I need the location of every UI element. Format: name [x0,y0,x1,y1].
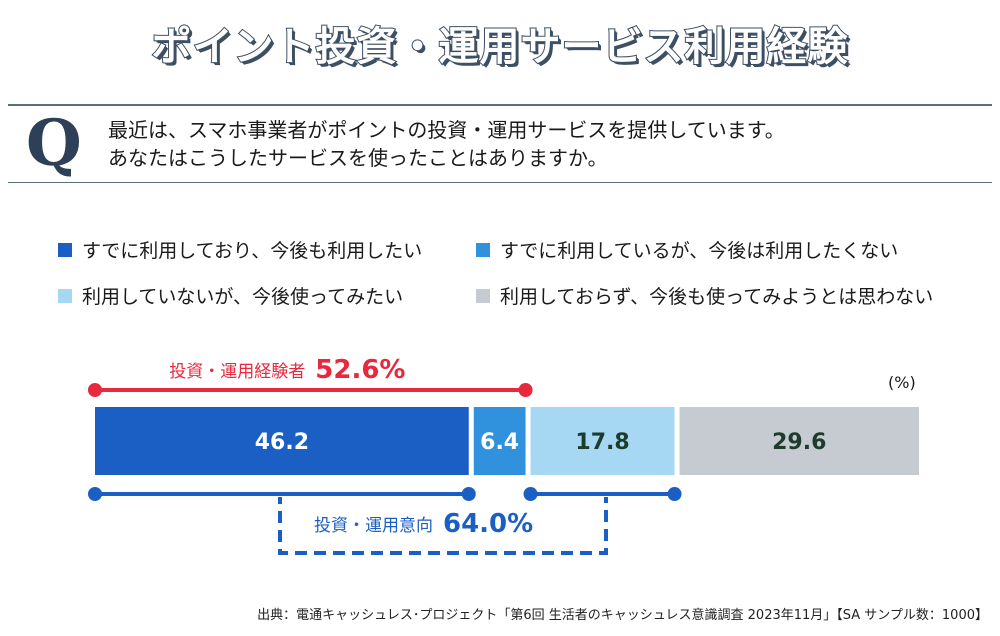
legend-item-3: 利用していないが、今後使ってみたい [58,282,403,309]
question-box: Q 最近は、スマホ事業者がポイントの投資・運用サービスを提供しています。 あなた… [8,104,992,183]
legend-label-3: 利用していないが、今後使ってみたい [82,286,404,308]
legend-swatch-2 [476,242,490,257]
legend-item-1: すでに利用しており、今後も利用したい [58,236,422,263]
bar-value-label-1: 46.2 [255,430,309,455]
intent-value: 64.0% [443,509,533,539]
intent-bracket-dot-4 [667,487,682,501]
question-line-2: あなたはこうしたサービスを使ったことはありますか。 [108,146,608,170]
source-note: 出典：電通キャッシュレス･プロジェクト「第6回 生活者のキャッシュレス意識調査 … [257,608,988,623]
page-title: ポイント投資・運用サービス利用経験 [151,23,849,71]
experience-bracket-dot-right [518,383,533,397]
legend-swatch-3 [58,288,72,303]
bar-value-label-2: 6.4 [480,430,519,455]
question-mark: Q [26,106,82,181]
legend-swatch-1 [58,242,72,257]
legend-label-4: 利用しておらず、今後も使ってみようとは思わない [500,286,934,308]
stacked-bar-chart: 投資・運用経験者 52.6% 46.2 6.4 17.8 29.6 投資・運用意向 64… [88,355,919,555]
experience-bracket-dot-left [88,383,102,397]
experience-label: 投資・運用経験者 [169,362,305,382]
legend-item-4: 利用しておらず、今後も使ってみようとは思わない [476,282,933,309]
legend-label-1: すでに利用しており、今後も利用したい [82,240,423,262]
experience-annotation: 投資・運用経験者 52.6% [88,355,533,397]
question-line-1: 最近は、スマホ事業者がポイントの投資・運用サービスを提供しています。 [108,118,785,142]
question-text: 最近は、スマホ事業者がポイントの投資・運用サービスを提供しています。 あなたはこ… [108,116,785,172]
legend-label-2: すでに利用しているが、今後は利用したくない [500,240,899,262]
legend-item-2: すでに利用しているが、今後は利用したくない [476,236,898,263]
intent-bracket-dot-3 [523,487,538,501]
bar-value-label-4: 29.6 [772,430,826,455]
bar-segment-1 [95,407,469,475]
experience-value: 52.6% [315,355,405,385]
legend-swatch-4 [476,288,490,303]
bar-segment-2 [473,407,526,475]
unit-label: (%) [888,373,916,392]
intent-annotation: 投資・運用意向 64.0% [88,487,682,555]
bar-value-label-3: 17.8 [575,430,629,455]
intent-bracket-dot-1 [88,487,102,501]
bar-segment-3 [530,407,675,475]
intent-bracket-dot-2 [461,487,476,501]
bar-segments: 46.2 6.4 17.8 29.6 [95,407,919,475]
bar-segment-4 [679,407,919,475]
intent-label: 投資・運用意向 [314,516,433,536]
